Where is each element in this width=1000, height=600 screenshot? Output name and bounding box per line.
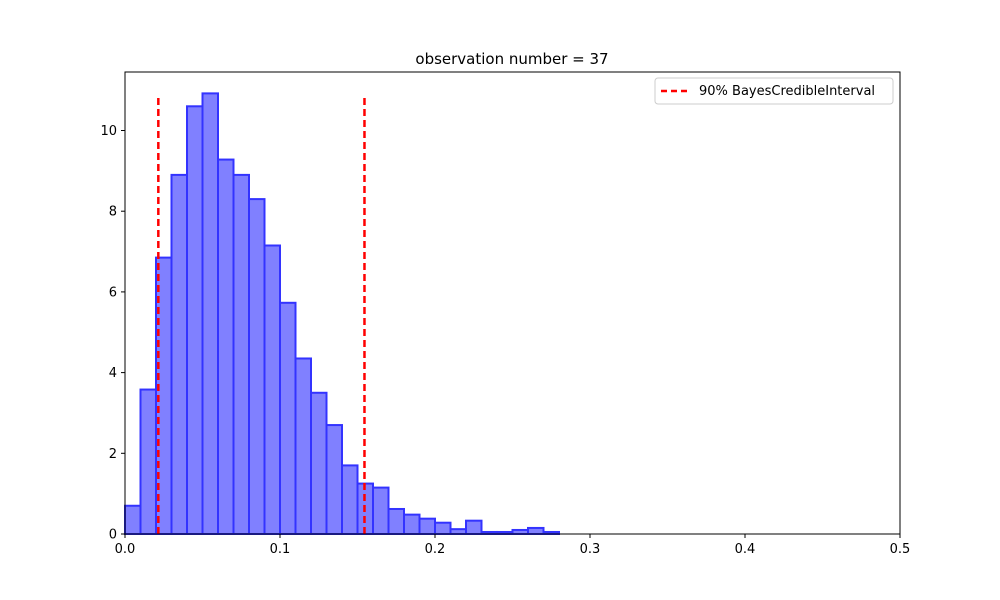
histogram-bar-6 <box>217 158 235 535</box>
y-tick-label-1: 2 <box>109 447 117 462</box>
histogram-bar-14 <box>341 464 359 536</box>
y-tick-label-2: 4 <box>109 366 117 381</box>
y-tick-label-4: 8 <box>109 205 117 220</box>
x-axis: 0.0 0.1 0.2 0.3 0.4 0.5 <box>115 534 911 557</box>
x-tick-label-3: 0.3 <box>580 542 601 557</box>
credible-interval-lines <box>157 96 366 534</box>
y-axis: 0 2 4 6 8 10 <box>100 124 125 543</box>
x-tick-label-0: 0.0 <box>115 542 136 557</box>
histogram-bar-7 <box>232 173 250 535</box>
y-tick-label-3: 6 <box>109 285 117 300</box>
x-tick-label-2: 0.2 <box>425 542 446 557</box>
histogram-bar-8 <box>248 198 266 535</box>
histogram-bar-12 <box>310 391 328 535</box>
x-tick-label-4: 0.4 <box>735 542 756 557</box>
chart-title: observation number = 37 <box>415 50 608 68</box>
x-tick-label-1: 0.1 <box>270 542 291 557</box>
x-tick-label-5: 0.5 <box>890 542 911 557</box>
histogram-bar-21 <box>449 528 467 536</box>
legend-label: 90% BayesCredibleInterval <box>699 84 875 99</box>
histogram-bar-25 <box>511 528 529 536</box>
histogram-bar-20 <box>434 521 452 536</box>
histogram-bar-11 <box>294 357 312 535</box>
histogram-bar-17 <box>387 507 405 535</box>
y-tick-label-0: 0 <box>109 528 117 543</box>
histogram-bar-5 <box>201 92 219 535</box>
histogram-bar-4 <box>186 105 204 536</box>
histogram-bar-9 <box>263 244 281 535</box>
histogram-bar-1 <box>139 388 157 535</box>
histogram-bar-0 <box>124 504 142 536</box>
histogram-bar-19 <box>418 517 436 535</box>
histogram-bar-16 <box>372 486 390 536</box>
axes-frame <box>124 71 901 535</box>
histogram-bar-26 <box>527 526 545 535</box>
histogram-bar-13 <box>325 424 343 535</box>
legend-box <box>654 77 894 105</box>
histogram-bar-3 <box>170 173 188 535</box>
histogram-bar-10 <box>279 301 297 535</box>
histogram-bar-22 <box>465 519 483 535</box>
histogram-bars <box>124 92 560 536</box>
histogram-bar-18 <box>403 513 421 536</box>
legend: 90% BayesCredibleInterval <box>654 77 894 105</box>
y-tick-label-5: 10 <box>100 124 117 139</box>
